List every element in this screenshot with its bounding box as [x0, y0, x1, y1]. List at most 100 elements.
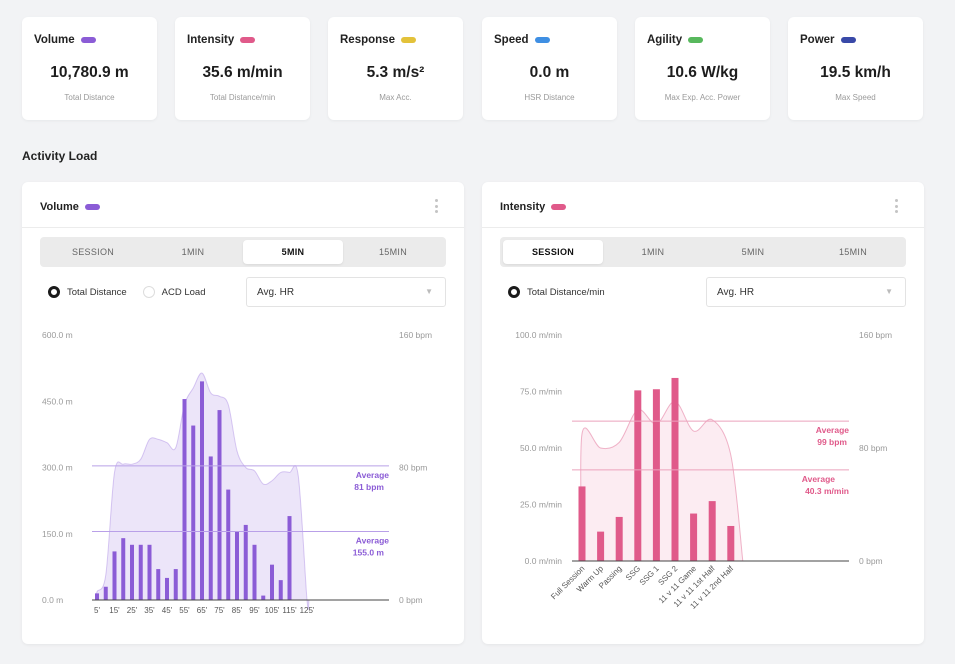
stat-value: 10.6 W/kg [666, 64, 739, 81]
stat-card-power[interactable]: Power 19.5 km/h Max Speed [788, 17, 923, 120]
bar [578, 486, 586, 561]
tab-5min[interactable]: 5MIN [243, 240, 343, 264]
bar [138, 544, 143, 600]
stat-title: Power [800, 34, 856, 46]
stat-title: Speed [494, 34, 550, 46]
stat-title: Response [340, 34, 416, 46]
tab-session[interactable]: SESSION [71, 247, 115, 257]
y2-tick-label: 0 bpm [399, 595, 423, 605]
volume-panel: Volume SESSION 1MIN 5MIN 15MIN Total Dis… [22, 182, 464, 644]
radio-button[interactable] [48, 286, 60, 298]
radio-button[interactable] [142, 286, 155, 298]
bar [270, 564, 274, 600]
radio-acd-load[interactable]: ACD Load [142, 286, 206, 298]
stat-caption: Max Exp. Acc. Power [664, 93, 741, 102]
volume-color-pill [84, 204, 100, 210]
x-tick-label: 65' [197, 606, 208, 615]
bar [95, 593, 99, 600]
stat-card-volume[interactable]: Volume 10,780.9 m Total Distance [22, 17, 157, 120]
overlay-metric-select[interactable]: Avg. HR ▼ [246, 277, 446, 307]
tab-session[interactable]: SESSION [503, 240, 603, 264]
panel-header: Intensity [482, 182, 924, 228]
x-tick-label: 105' [265, 606, 280, 615]
volume-chart: 0.0 m 150.0 m 300.0 m 450.0 m 600.0 m 0 bpm 80… [42, 330, 432, 615]
bar [173, 569, 178, 600]
stat-title: Intensity [187, 34, 256, 46]
intensity-chart: 0.0 m/min 25.0 m/min 50.0 m/min 75.0 m/min 1… [515, 330, 892, 611]
x-category-label: SSG 1 [638, 564, 661, 587]
y-tick-label: 450.0 m [42, 396, 73, 406]
stat-caption: Total Distance [64, 93, 115, 102]
tab-1min[interactable]: 1MIN [641, 247, 665, 257]
stat-card-agility[interactable]: Agility 10.6 W/kg Max Exp. Acc. Power [635, 17, 770, 120]
y-tick-label: 75.0 m/min [520, 387, 562, 397]
tab-15min[interactable]: 15MIN [838, 247, 867, 257]
y2-tick-label: 80 bpm [399, 463, 427, 473]
bar [261, 595, 266, 600]
stat-value: 10,780.9 m [50, 64, 129, 81]
stat-title: Agility [647, 34, 704, 46]
stat-value: 35.6 m/min [202, 64, 283, 81]
tab-15min[interactable]: 15MIN [378, 247, 407, 257]
average-hr-value: 99 bpm [817, 437, 847, 447]
radio-total-distance-min[interactable]: Total Distance/min [508, 286, 605, 298]
overlay-metric-select[interactable]: Avg. HR ▼ [706, 277, 906, 307]
panel-header: Volume [22, 182, 464, 228]
more-options-icon[interactable] [434, 199, 438, 213]
x-tick-label: 55' [179, 606, 190, 615]
x-tick-label: 85' [232, 606, 243, 615]
y2-tick-label: 80 bpm [859, 443, 887, 453]
panel-title: Volume [40, 201, 100, 213]
y-tick-label: 300.0 m [42, 463, 73, 473]
response-color-pill [400, 37, 416, 43]
stat-card-intensity[interactable]: Intensity 35.6 m/min Total Distance/min [175, 17, 310, 120]
tab-5min[interactable]: 5MIN [741, 247, 765, 257]
y-tick-label: 0.0 m [42, 595, 63, 605]
x-tick-label: 95' [249, 606, 260, 615]
time-granularity-tabs: SESSION 1MIN 5MIN 15MIN [40, 237, 446, 267]
intensity-color-pill [551, 204, 567, 210]
bar [103, 586, 108, 600]
chevron-down-icon: ▼ [425, 287, 433, 296]
stat-value: 5.3 m/s² [366, 64, 425, 81]
bar [121, 538, 126, 600]
bar [634, 390, 642, 561]
bar [112, 551, 117, 600]
y2-tick-label: 160 bpm [399, 330, 432, 340]
bar [615, 516, 623, 561]
y-tick-label: 0.0 m/min [525, 556, 563, 566]
stat-card-speed[interactable]: Speed 0.0 m HSR Distance [482, 17, 617, 120]
bar [208, 456, 213, 600]
stat-card-response[interactable]: Response 5.3 m/s² Max Acc. [328, 17, 463, 120]
intensity-panel: Intensity SESSION 1MIN 5MIN 15MIN Total … [482, 182, 924, 644]
x-tick-label: 15' [109, 606, 120, 615]
bar [156, 569, 161, 600]
stat-title: Volume [34, 34, 96, 46]
bar [226, 489, 231, 600]
volume-color-pill [80, 37, 96, 43]
average-value-value: 155.0 m [353, 548, 385, 558]
average-hr-label: Average [356, 470, 390, 480]
bar [217, 410, 222, 600]
y-tick-label: 100.0 m/min [515, 330, 562, 340]
panel-title: Intensity [500, 201, 567, 213]
y-tick-label: 25.0 m/min [520, 500, 562, 510]
stat-caption: Max Speed [835, 93, 876, 102]
x-tick-label: 115' [282, 606, 297, 615]
bar [690, 513, 698, 561]
tab-1min[interactable]: 1MIN [181, 247, 205, 257]
average-hr-label: Average [816, 425, 850, 435]
y-tick-label: 50.0 m/min [520, 443, 562, 453]
radio-button[interactable] [508, 286, 520, 298]
radio-total-distance[interactable]: Total Distance [48, 286, 127, 298]
bar [147, 544, 152, 600]
bar [708, 501, 716, 561]
bar [278, 580, 283, 600]
more-options-icon[interactable] [894, 199, 898, 213]
agility-color-pill [688, 37, 704, 43]
bar [235, 531, 239, 600]
bar [287, 516, 292, 600]
bar [165, 577, 169, 600]
bar [191, 425, 196, 600]
stat-value: 19.5 km/h [820, 64, 891, 81]
